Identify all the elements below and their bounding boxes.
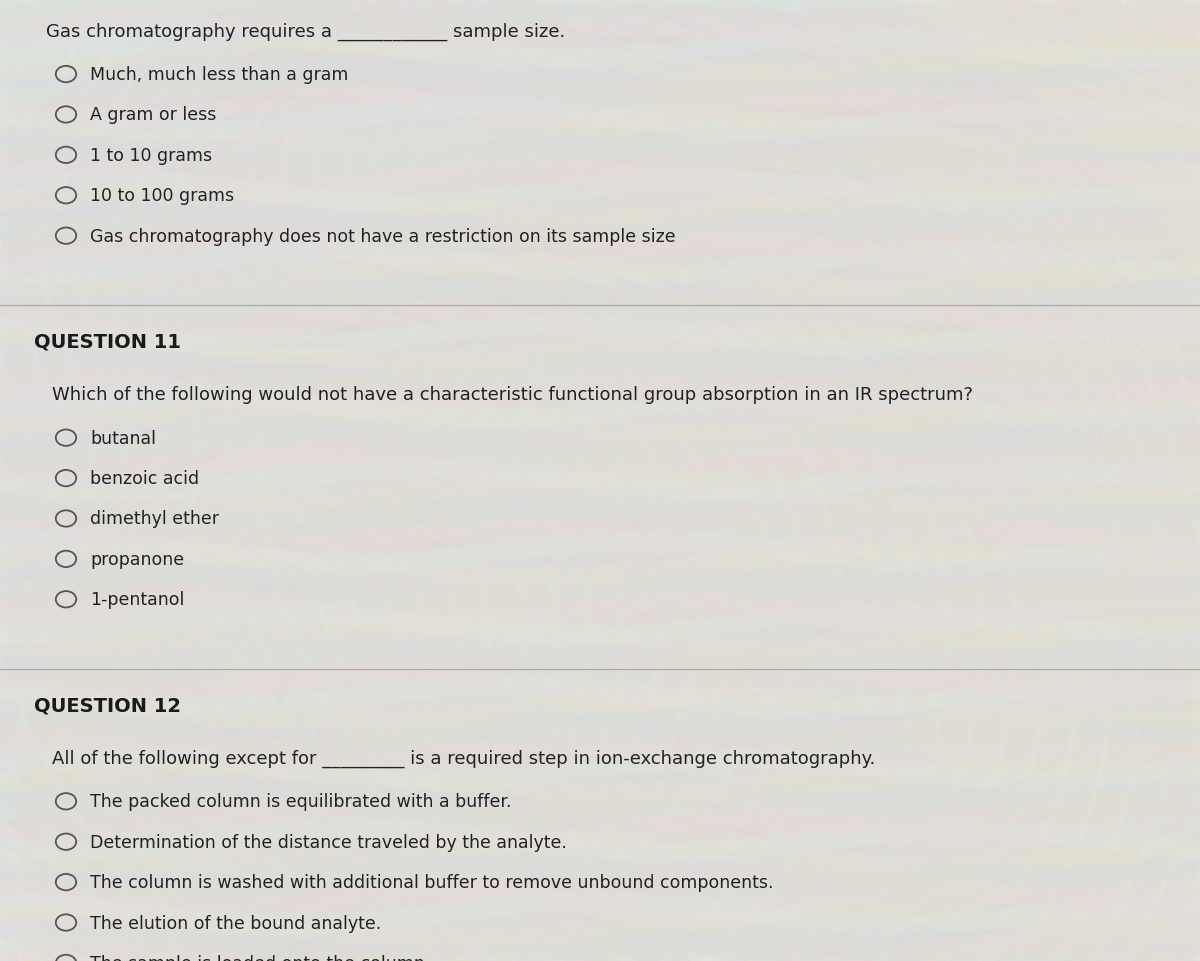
Text: QUESTION 11: QUESTION 11 bbox=[34, 333, 180, 352]
Text: Gas chromatography requires a ____________ sample size.: Gas chromatography requires a __________… bbox=[46, 23, 565, 40]
Text: propanone: propanone bbox=[90, 551, 184, 568]
Text: 10 to 100 grams: 10 to 100 grams bbox=[90, 187, 234, 205]
Text: The column is washed with additional buffer to remove unbound components.: The column is washed with additional buf… bbox=[90, 874, 774, 891]
Text: 1 to 10 grams: 1 to 10 grams bbox=[90, 147, 212, 164]
Text: Gas chromatography does not have a restriction on its sample size: Gas chromatography does not have a restr… bbox=[90, 228, 676, 245]
Text: 1-pentanol: 1-pentanol bbox=[90, 591, 185, 608]
Text: benzoic acid: benzoic acid bbox=[90, 470, 199, 487]
Text: The elution of the bound analyte.: The elution of the bound analyte. bbox=[90, 914, 382, 931]
Text: Determination of the distance traveled by the analyte.: Determination of the distance traveled b… bbox=[90, 833, 566, 850]
Text: All of the following except for _________ is a required step in ion-exchange chr: All of the following except for ________… bbox=[52, 750, 875, 767]
Text: butanal: butanal bbox=[90, 430, 156, 447]
Text: The sample is loaded onto the column.: The sample is loaded onto the column. bbox=[90, 954, 431, 961]
Text: Which of the following would not have a characteristic functional group absorpti: Which of the following would not have a … bbox=[52, 386, 973, 404]
Text: Much, much less than a gram: Much, much less than a gram bbox=[90, 66, 348, 84]
Text: dimethyl ether: dimethyl ether bbox=[90, 510, 220, 528]
Text: A gram or less: A gram or less bbox=[90, 107, 216, 124]
Text: The packed column is equilibrated with a buffer.: The packed column is equilibrated with a… bbox=[90, 793, 511, 810]
Text: QUESTION 12: QUESTION 12 bbox=[34, 696, 180, 715]
